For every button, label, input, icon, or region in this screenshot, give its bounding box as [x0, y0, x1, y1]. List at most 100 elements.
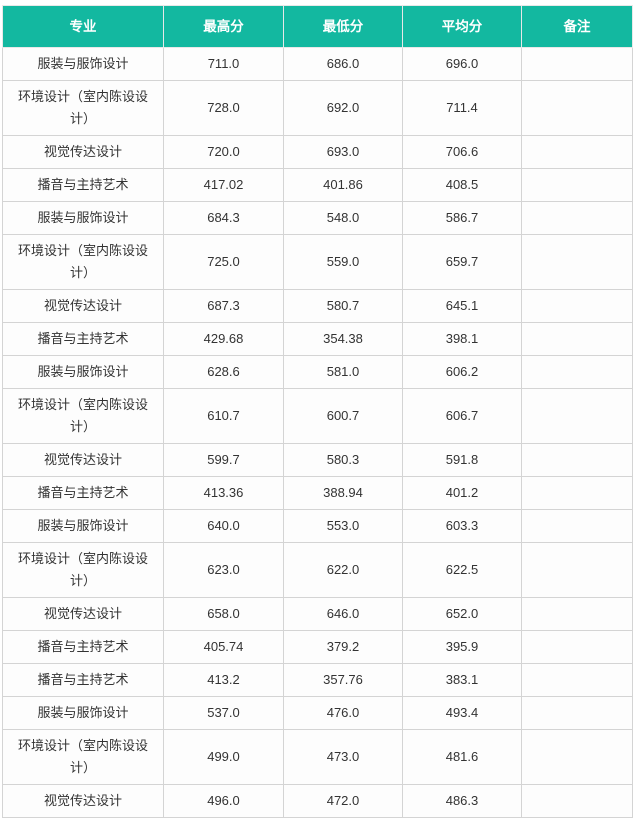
notes-cell	[521, 168, 633, 202]
column-header-avg-score: 平均分	[402, 5, 522, 48]
notes-cell	[521, 322, 633, 356]
avg-score-cell: 586.7	[402, 201, 522, 235]
avg-score-cell: 591.8	[402, 443, 522, 477]
column-header-notes: 备注	[521, 5, 633, 48]
min-score-cell: 692.0	[283, 80, 403, 136]
major-cell: 视觉传达设计	[2, 784, 164, 818]
min-score-cell: 472.0	[283, 784, 403, 818]
avg-score-cell: 395.9	[402, 630, 522, 664]
avg-score-cell: 652.0	[402, 597, 522, 631]
min-score-cell: 388.94	[283, 476, 403, 510]
table-header-row: 专业 最高分 最低分 平均分 备注	[2, 5, 633, 48]
min-score-cell: 473.0	[283, 729, 403, 785]
table-row: 视觉传达设计 599.7 580.3 591.8	[2, 443, 633, 477]
max-score-cell: 496.0	[163, 784, 284, 818]
table-row: 环境设计（室内陈设设计） 610.7 600.7 606.7	[2, 388, 633, 444]
major-cell: 服装与服饰设计	[2, 509, 164, 543]
max-score-cell: 537.0	[163, 696, 284, 730]
min-score-cell: 581.0	[283, 355, 403, 389]
avg-score-cell: 383.1	[402, 663, 522, 697]
major-cell: 环境设计（室内陈设设计）	[2, 80, 164, 136]
notes-cell	[521, 135, 633, 169]
min-score-cell: 548.0	[283, 201, 403, 235]
notes-cell	[521, 234, 633, 290]
avg-score-cell: 408.5	[402, 168, 522, 202]
min-score-cell: 686.0	[283, 47, 403, 81]
min-score-cell: 354.38	[283, 322, 403, 356]
notes-cell	[521, 201, 633, 235]
table-row: 视觉传达设计 658.0 646.0 652.0	[2, 597, 633, 631]
notes-cell	[521, 696, 633, 730]
score-table: 专业 最高分 最低分 平均分 备注 服装与服饰设计 711.0 686.0 696.0…	[2, 5, 633, 818]
min-score-cell: 401.86	[283, 168, 403, 202]
max-score-cell: 687.3	[163, 289, 284, 323]
table-row: 服装与服饰设计 537.0 476.0 493.4	[2, 696, 633, 730]
max-score-cell: 499.0	[163, 729, 284, 785]
max-score-cell: 711.0	[163, 47, 284, 81]
max-score-cell: 610.7	[163, 388, 284, 444]
major-cell: 视觉传达设计	[2, 597, 164, 631]
major-cell: 播音与主持艺术	[2, 663, 164, 697]
min-score-cell: 559.0	[283, 234, 403, 290]
max-score-cell: 628.6	[163, 355, 284, 389]
avg-score-cell: 603.3	[402, 509, 522, 543]
avg-score-cell: 645.1	[402, 289, 522, 323]
table-row: 播音与主持艺术 429.68 354.38 398.1	[2, 322, 633, 356]
min-score-cell: 580.7	[283, 289, 403, 323]
table-row: 播音与主持艺术 417.02 401.86 408.5	[2, 168, 633, 202]
avg-score-cell: 401.2	[402, 476, 522, 510]
notes-cell	[521, 630, 633, 664]
avg-score-cell: 493.4	[402, 696, 522, 730]
avg-score-cell: 659.7	[402, 234, 522, 290]
notes-cell	[521, 388, 633, 444]
notes-cell	[521, 509, 633, 543]
max-score-cell: 658.0	[163, 597, 284, 631]
notes-cell	[521, 784, 633, 818]
table-row: 视觉传达设计 720.0 693.0 706.6	[2, 135, 633, 169]
major-cell: 环境设计（室内陈设设计）	[2, 234, 164, 290]
major-cell: 服装与服饰设计	[2, 355, 164, 389]
major-cell: 播音与主持艺术	[2, 476, 164, 510]
min-score-cell: 476.0	[283, 696, 403, 730]
avg-score-cell: 706.6	[402, 135, 522, 169]
table-row: 环境设计（室内陈设设计） 499.0 473.0 481.6	[2, 729, 633, 785]
column-header-max-score: 最高分	[163, 5, 284, 48]
avg-score-cell: 606.2	[402, 355, 522, 389]
major-cell: 播音与主持艺术	[2, 168, 164, 202]
max-score-cell: 413.36	[163, 476, 284, 510]
column-header-major: 专业	[2, 5, 164, 48]
avg-score-cell: 481.6	[402, 729, 522, 785]
major-cell: 视觉传达设计	[2, 443, 164, 477]
column-header-min-score: 最低分	[283, 5, 403, 48]
table-row: 播音与主持艺术 413.36 388.94 401.2	[2, 476, 633, 510]
table-row: 服装与服饰设计 684.3 548.0 586.7	[2, 201, 633, 235]
major-cell: 播音与主持艺术	[2, 630, 164, 664]
max-score-cell: 720.0	[163, 135, 284, 169]
min-score-cell: 693.0	[283, 135, 403, 169]
table-row: 服装与服饰设计 711.0 686.0 696.0	[2, 47, 633, 81]
major-cell: 视觉传达设计	[2, 289, 164, 323]
avg-score-cell: 622.5	[402, 542, 522, 598]
min-score-cell: 622.0	[283, 542, 403, 598]
min-score-cell: 357.76	[283, 663, 403, 697]
major-cell: 服装与服饰设计	[2, 201, 164, 235]
max-score-cell: 684.3	[163, 201, 284, 235]
avg-score-cell: 606.7	[402, 388, 522, 444]
notes-cell	[521, 729, 633, 785]
major-cell: 服装与服饰设计	[2, 696, 164, 730]
major-cell: 服装与服饰设计	[2, 47, 164, 81]
max-score-cell: 725.0	[163, 234, 284, 290]
notes-cell	[521, 597, 633, 631]
major-cell: 环境设计（室内陈设设计）	[2, 388, 164, 444]
min-score-cell: 553.0	[283, 509, 403, 543]
avg-score-cell: 696.0	[402, 47, 522, 81]
table-row: 视觉传达设计 496.0 472.0 486.3	[2, 784, 633, 818]
notes-cell	[521, 47, 633, 81]
max-score-cell: 413.2	[163, 663, 284, 697]
avg-score-cell: 398.1	[402, 322, 522, 356]
notes-cell	[521, 443, 633, 477]
max-score-cell: 623.0	[163, 542, 284, 598]
table-row: 环境设计（室内陈设设计） 725.0 559.0 659.7	[2, 234, 633, 290]
table-row: 服装与服饰设计 628.6 581.0 606.2	[2, 355, 633, 389]
min-score-cell: 600.7	[283, 388, 403, 444]
